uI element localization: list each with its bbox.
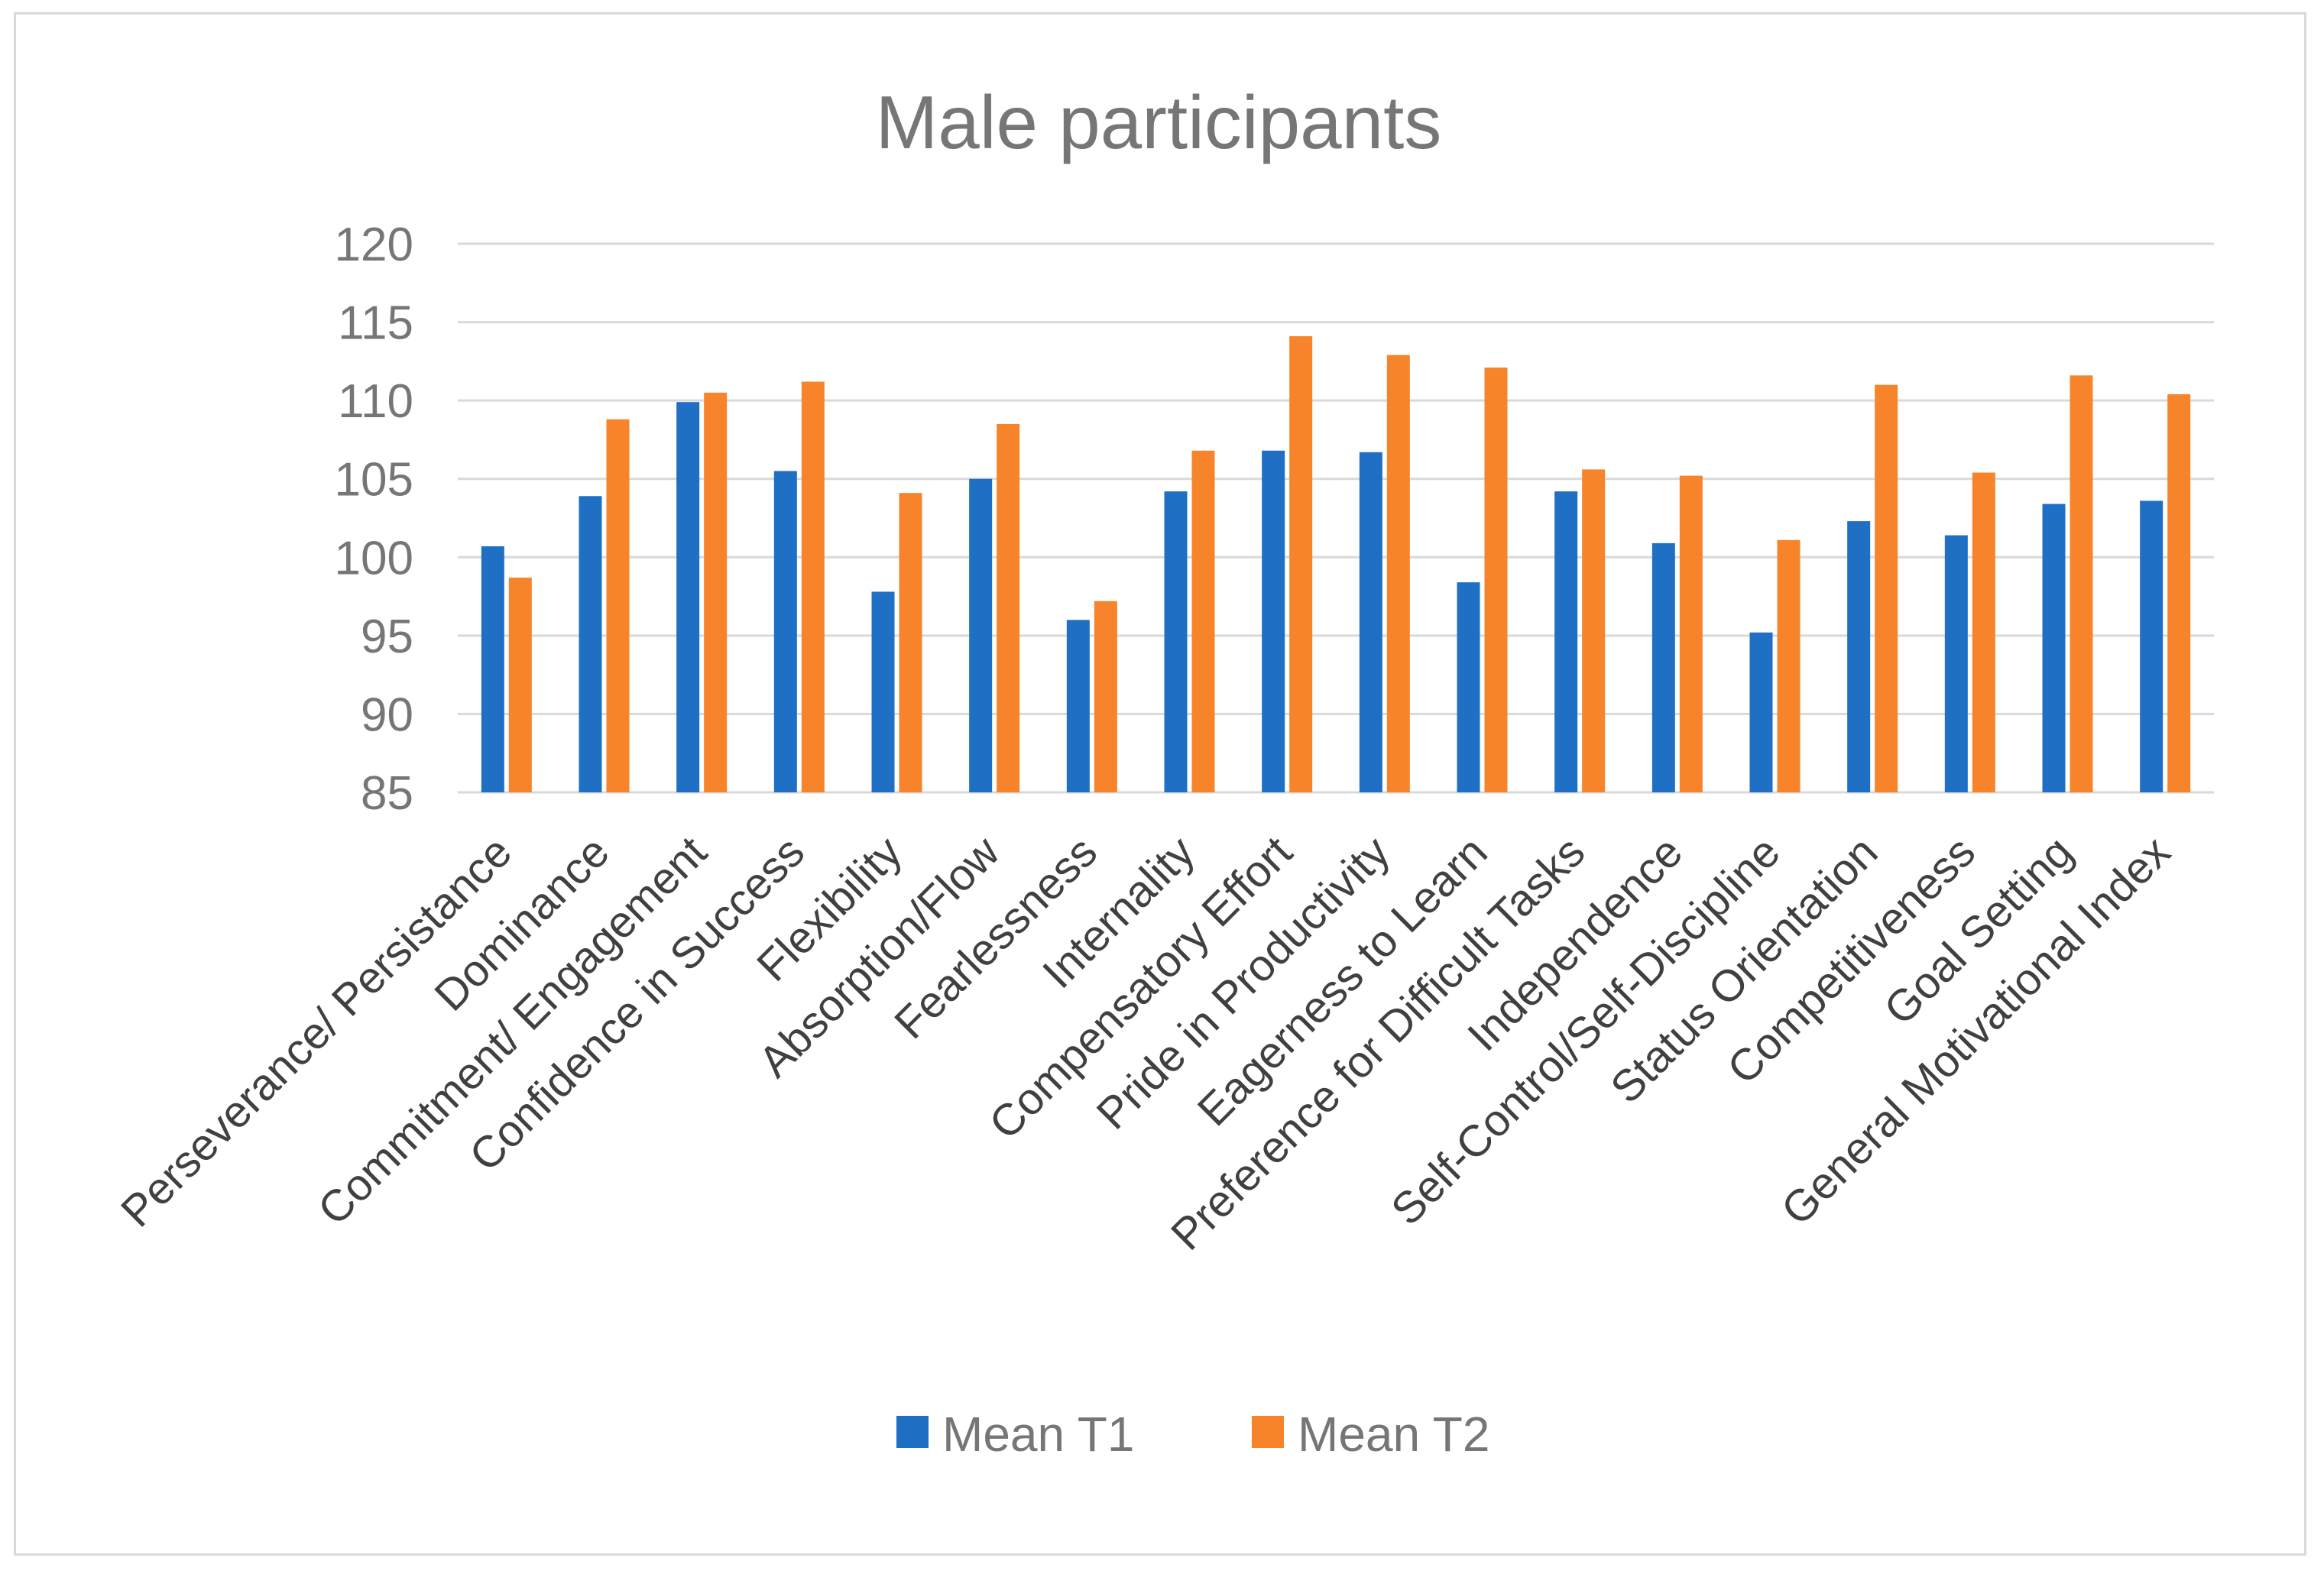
legend-swatch-mean-t1 xyxy=(896,1416,929,1448)
bars xyxy=(481,336,2191,793)
x-axis-labels: Perseverance/ PersistanceDominanceCommit… xyxy=(112,826,2180,1259)
bar-mean-t2-11 xyxy=(1484,368,1508,792)
chart-frame: Male participants 85 90 95 100 105 110 115 120 … xyxy=(14,12,2306,1556)
legend-label-mean-t2: Mean T2 xyxy=(1298,1407,1489,1462)
bar-mean-t2-18 xyxy=(2167,394,2191,792)
bar-mean-t1-7 xyxy=(1066,620,1090,792)
y-tick-label: 115 xyxy=(338,297,413,350)
bar-mean-t2-6 xyxy=(997,423,1020,792)
bar-mean-t1-13 xyxy=(1651,542,1675,792)
bar-mean-t2-3 xyxy=(704,392,728,792)
y-tick-label: 85 xyxy=(361,767,413,820)
bar-mean-t2-16 xyxy=(1972,472,1995,792)
bar-mean-t2-5 xyxy=(899,493,922,792)
bar-mean-t1-6 xyxy=(969,478,993,792)
bar-mean-t2-13 xyxy=(1679,475,1703,792)
legend-label-mean-t1: Mean T1 xyxy=(942,1407,1134,1462)
y-tick-label: 105 xyxy=(335,454,413,507)
bar-mean-t1-16 xyxy=(1944,535,1968,792)
legend: Mean T1 Mean T2 xyxy=(896,1407,1489,1462)
bar-mean-t1-14 xyxy=(1749,632,1773,792)
y-tick-label: 110 xyxy=(338,375,413,428)
bar-mean-t1-2 xyxy=(579,496,602,792)
bar-mean-t1-4 xyxy=(773,471,797,792)
bar-mean-t1-12 xyxy=(1554,491,1578,792)
gridlines xyxy=(458,242,2214,794)
bar-mean-t2-14 xyxy=(1777,539,1801,792)
bar-mean-t1-5 xyxy=(871,591,895,792)
bar-mean-t2-10 xyxy=(1386,355,1410,792)
bar-mean-t2-12 xyxy=(1582,469,1606,792)
bar-mean-t2-2 xyxy=(606,419,630,792)
y-tick-label: 95 xyxy=(361,610,413,663)
bar-mean-t2-15 xyxy=(1875,384,1898,793)
bar-mean-t2-4 xyxy=(801,381,825,792)
bar-mean-t1-17 xyxy=(2042,504,2066,792)
y-tick-label: 90 xyxy=(361,688,413,741)
bar-mean-t1-8 xyxy=(1164,491,1188,792)
chart-title: Male participants xyxy=(876,80,1442,164)
bar-mean-t1-18 xyxy=(2140,500,2164,792)
x-category-label: Perseverance/ Persistance xyxy=(112,827,521,1236)
chart-canvas: Male participants 859095100105110115120 … xyxy=(112,80,2214,1462)
bar-mean-t2-8 xyxy=(1191,450,1215,792)
legend-swatch-mean-t2 xyxy=(1252,1416,1284,1448)
bar-mean-t2-1 xyxy=(508,577,532,792)
bar-mean-t2-9 xyxy=(1289,336,1313,792)
y-axis-ticks: 85 90 95 100 105 110 115 120 xyxy=(335,219,413,820)
bar-mean-t1-3 xyxy=(676,402,700,792)
bar-mean-t1-15 xyxy=(1847,521,1871,792)
x-category-label: Commitment/ Engagement xyxy=(309,827,717,1235)
y-tick-label: 100 xyxy=(335,532,413,585)
bar-mean-t2-7 xyxy=(1094,601,1117,792)
bar-mean-t1-1 xyxy=(481,546,504,792)
bar-mean-t1-9 xyxy=(1262,450,1285,792)
bar-mean-t1-11 xyxy=(1457,582,1480,792)
bar-mean-t1-10 xyxy=(1359,452,1382,792)
bar-mean-t2-17 xyxy=(2070,375,2093,792)
y-tick-label: 120 xyxy=(335,219,413,271)
